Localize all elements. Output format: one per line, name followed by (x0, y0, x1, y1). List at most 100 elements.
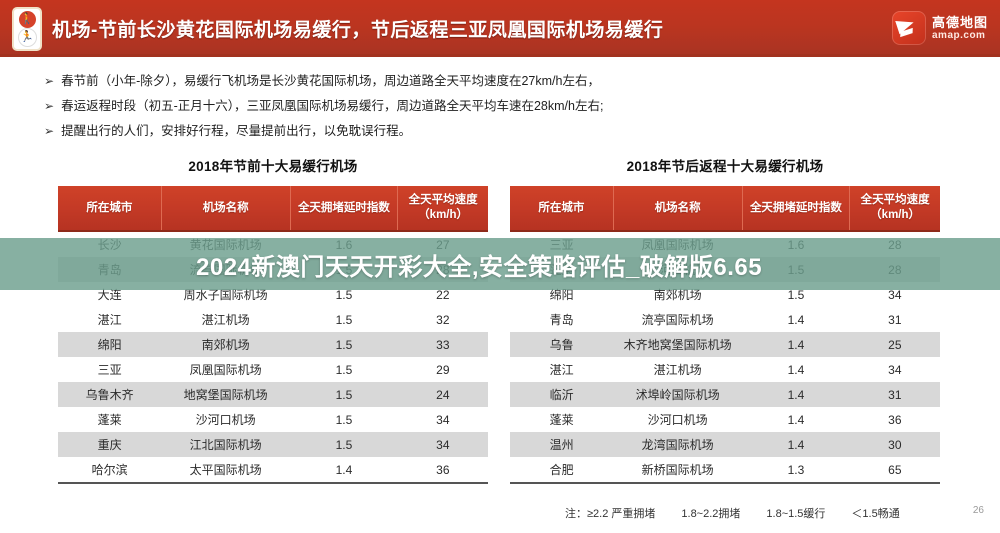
table-header-row: 所在城市 机场名称 全天拥堵延时指数 全天平均速度 （km/h） (510, 186, 940, 231)
legend-note: 注：≥2.2 严重拥堵 1.8~2.2拥堵 1.8~1.5缓行 ＜1.5畅通 (565, 505, 900, 521)
table-row: 湛江 湛江机场 1.4 34 (510, 357, 940, 382)
bullet-text: 春运返程时段（初五-正月十六），三亚凤凰国际机场易缓行，周边道路全天平均车速在2… (61, 99, 604, 113)
cell-speed: 30 (849, 432, 940, 457)
cell-city: 绵阳 (58, 332, 162, 357)
bullet-marker-icon: ➢ (44, 74, 55, 88)
cell-city: 临沂 (510, 382, 614, 407)
cell-speed: 36 (397, 457, 488, 484)
cell-index: 1.5 (290, 257, 398, 282)
cell-index: 1.5 (742, 257, 850, 282)
column-header-city: 所在城市 (510, 186, 614, 231)
pre-holiday-table-block: 2018年节前十大易缓行机场 所在城市 机场名称 全天拥堵延时指数 全天平均速度… (58, 155, 488, 484)
column-header-index: 全天拥堵延时指数 (290, 186, 399, 231)
cell-index: 1.6 (290, 231, 398, 257)
cell-airport: 流亭国际机场 (613, 307, 743, 332)
cell-airport: 流亭国际机场 (161, 257, 291, 282)
cell-index: 1.6 (742, 231, 850, 257)
cell-airport: 黄花国际机场 (161, 231, 291, 257)
bullet-marker-icon: ➢ (44, 124, 55, 138)
legend-item-clear: ＜1.5畅通 (851, 508, 900, 520)
cell-city: 蓬莱 (510, 407, 614, 432)
cell-airport: 新桥国际机场 (613, 457, 743, 484)
cell-index: 1.4 (742, 307, 850, 332)
table-row: 绵阳 南郊机场 1.5 34 (510, 282, 940, 307)
cell-index: 1.5 (290, 307, 398, 332)
cell-city: 青岛 (58, 257, 162, 282)
cell-speed: 34 (397, 432, 488, 457)
legend-item-congested: 1.8~2.2拥堵 (681, 508, 741, 520)
cell-speed: 34 (849, 357, 940, 382)
table-row: 重庆 江北国际机场 1.5 34 (58, 432, 488, 457)
cell-city: 青岛 (510, 307, 614, 332)
cell-airport: 沙河口机场 (613, 407, 743, 432)
cell-speed: 31 (849, 382, 940, 407)
cell-airport: 江北国际机场 (161, 432, 291, 457)
legend-item-severe: 注：≥2.2 严重拥堵 (565, 508, 656, 520)
cell-city: 乌鲁 (510, 332, 614, 357)
table-row: 乌鲁木齐 地窝堡国际机场 1.5 24 (58, 382, 488, 407)
table-row: 临沂 沭埠岭国际机场 1.4 31 (510, 382, 940, 407)
cell-city: 绵阳 (510, 282, 614, 307)
pre-holiday-table-body: 长沙 黄花国际机场 1.6 27 青岛 流亭国际机场 1.5 28 大连 周水子… (58, 231, 488, 484)
cell-speed: 25 (849, 332, 940, 357)
cell-speed: 22 (397, 282, 488, 307)
cell-airport: 周水子国际机场 (161, 282, 291, 307)
table-row: 合肥 新桥国际机场 1.3 65 (510, 457, 940, 484)
legend-item-slow: 1.8~1.5缓行 (766, 508, 826, 520)
table-row: 乌鲁 木齐地窝堡国际机场 1.4 25 (510, 332, 940, 357)
cell-speed: 34 (849, 282, 940, 307)
cell-speed: 28 (849, 231, 940, 257)
pre-holiday-table: 所在城市 机场名称 全天拥堵延时指数 全天平均速度 （km/h） 长沙 黄花国际… (58, 186, 488, 484)
cell-index: 1.5 (290, 432, 398, 457)
cell-airport: 太平国际机场 (161, 457, 291, 484)
cell-airport: 湛江机场 (161, 307, 291, 332)
table-row: 蓬莱 沙河口机场 1.5 28 (510, 257, 940, 282)
logo-label-cn: 高德地图 (931, 14, 988, 30)
table-row: 长沙 黄花国际机场 1.6 27 (58, 231, 488, 257)
cell-city: 乌鲁木齐 (58, 382, 162, 407)
column-header-speed: 全天平均速度 （km/h） (849, 186, 940, 231)
cell-speed: 29 (397, 357, 488, 382)
table-row: 三亚 凤凰国际机场 1.5 29 (58, 357, 488, 382)
cell-airport: 沙河口机场 (613, 257, 743, 282)
column-header-airport: 机场名称 (613, 186, 743, 231)
cell-city: 大连 (58, 282, 162, 307)
cell-index: 1.4 (742, 432, 850, 457)
cell-index: 1.4 (290, 457, 398, 484)
cell-index: 1.5 (290, 332, 398, 357)
cell-city: 长沙 (58, 231, 162, 257)
cell-index: 1.4 (742, 407, 850, 432)
cell-index: 1.5 (290, 407, 398, 432)
table-row: 青岛 流亭国际机场 1.5 28 (58, 257, 488, 282)
post-holiday-table: 所在城市 机场名称 全天拥堵延时指数 全天平均速度 （km/h） 三亚 凤凰国际… (510, 186, 940, 484)
post-holiday-table-title: 2018年节后返程十大易缓行机场 (626, 159, 824, 174)
pre-holiday-table-title: 2018年节前十大易缓行机场 (188, 159, 358, 174)
cell-index: 1.4 (742, 332, 850, 357)
cell-city: 三亚 (58, 357, 162, 382)
table-row: 蓬莱 沙河口机场 1.4 36 (510, 407, 940, 432)
cell-city: 哈尔滨 (58, 457, 162, 484)
amap-logo[interactable]: 高德地图 amap.com (891, 8, 988, 48)
table-row: 湛江 湛江机场 1.5 32 (58, 307, 488, 332)
cell-index: 1.4 (742, 382, 850, 407)
post-holiday-table-block: 2018年节后返程十大易缓行机场 所在城市 机场名称 全天拥堵延时指数 全天平均… (510, 155, 940, 484)
table-row: 青岛 流亭国际机场 1.4 31 (510, 307, 940, 332)
column-header-city: 所在城市 (58, 186, 162, 231)
cell-airport: 木齐地窝堡国际机场 (613, 332, 743, 357)
cell-speed: 34 (397, 407, 488, 432)
column-header-speed-label: 全天平均速度 (860, 194, 930, 206)
cell-index: 1.3 (742, 457, 850, 484)
column-header-speed-unit: （km/h） (418, 209, 469, 221)
table-header-row: 所在城市 机场名称 全天拥堵延时指数 全天平均速度 （km/h） (58, 186, 488, 231)
page-header: 🚶 🏃 机场-节前长沙黄花国际机场易缓行，节后返程三亚凤凰国际机场易缓行 高德地… (0, 0, 1000, 57)
cell-index: 1.5 (290, 357, 398, 382)
cell-speed: 36 (849, 407, 940, 432)
bullet-item: ➢ 提醒出行的人们，安排好行程，尽量提前出行，以免耽误行程。 (44, 120, 944, 142)
cell-speed: 28 (849, 257, 940, 282)
column-header-speed: 全天平均速度 （km/h） (397, 186, 488, 231)
column-header-airport: 机场名称 (161, 186, 291, 231)
cell-speed: 65 (849, 457, 940, 484)
bullet-marker-icon: ➢ (44, 99, 55, 113)
bullet-item: ➢ 春运返程时段（初五-正月十六），三亚凤凰国际机场易缓行，周边道路全天平均车速… (44, 95, 944, 117)
